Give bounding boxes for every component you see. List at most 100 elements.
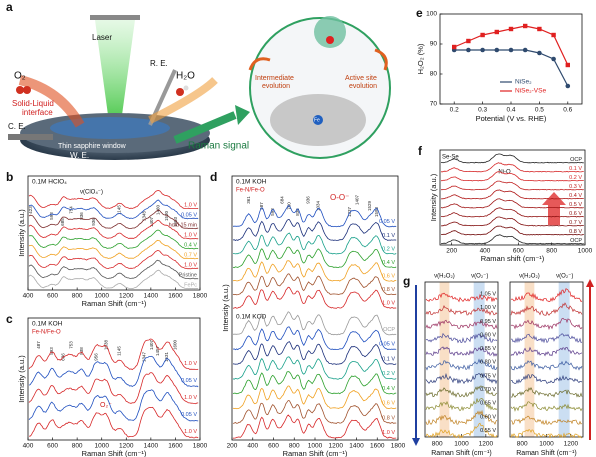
- trace-label: 0.2 V: [569, 175, 582, 181]
- spectrum: [28, 355, 199, 388]
- spectrum: [28, 229, 199, 250]
- y-axis-label: H₂O₂ (%): [416, 43, 425, 74]
- peak-label: 1347: [142, 351, 147, 362]
- panel-label: g: [403, 274, 410, 288]
- x-tick-label: 1000: [308, 443, 323, 450]
- trace-label: 1.0 V: [184, 361, 197, 367]
- peak-label: 836: [79, 212, 84, 220]
- annotation: ν(ClO₄⁻): [80, 190, 103, 196]
- trace-label: 0.6 V: [382, 274, 395, 280]
- x-tick-label: 1600: [168, 443, 183, 450]
- spectrum: [28, 269, 199, 290]
- x-tick-label: 1000: [454, 441, 469, 448]
- spectrum: [425, 319, 498, 330]
- x-tick-label: 1600: [168, 293, 183, 300]
- spectrum: [440, 207, 584, 218]
- y-tick-label: 70: [430, 101, 438, 108]
- marker: [522, 47, 528, 53]
- trace-label: 0.90 V: [480, 332, 496, 338]
- trace-label: 1.00 V: [480, 305, 496, 311]
- x-tick-label: 1800: [193, 293, 208, 300]
- spectrum: [425, 385, 498, 398]
- trace-label: FePc: [184, 282, 197, 288]
- spectrum: [28, 250, 199, 270]
- x-axis-label: Raman Shift (cm⁻¹): [82, 449, 147, 457]
- trace-label: 0.80 V: [480, 360, 496, 366]
- x-tick-label: 800: [546, 248, 557, 255]
- x-tick-label: 800: [517, 441, 528, 448]
- peak-label: 1034: [316, 200, 321, 211]
- trace-label: 0.8 V: [569, 229, 582, 235]
- peak-label: 956: [93, 353, 98, 361]
- trace-label: 0.70 V: [480, 387, 496, 393]
- spectrum: [510, 302, 583, 316]
- trace-label: 0.55 V: [480, 428, 496, 434]
- spectrum: [232, 356, 397, 380]
- spectrum: [28, 219, 199, 240]
- peak-label: 361: [246, 196, 251, 204]
- trace-label: 0.05 V: [181, 212, 197, 218]
- plot-frame: [27, 317, 201, 441]
- x-axis-label: Potential (V vs. RHE): [476, 114, 547, 123]
- spectrum: [232, 219, 397, 241]
- trace-label: 0.6 V: [382, 401, 395, 407]
- x-tick-label: 600: [268, 443, 279, 450]
- trace-label: Pristine: [179, 272, 197, 278]
- schematic: [8, 15, 391, 160]
- peak-label: 1407: [149, 339, 154, 350]
- peak-label: 1407: [354, 194, 359, 205]
- peak-label: 1530: [164, 210, 169, 221]
- trace-label: 0.2 V: [382, 371, 395, 377]
- plot-frame: [27, 175, 201, 291]
- trace-label: 1.0 V: [184, 202, 197, 208]
- y-tick-label: 80: [430, 71, 438, 78]
- spectrum: [232, 273, 397, 296]
- x-tick-label: 1200: [119, 293, 134, 300]
- peak-label: 836: [295, 208, 300, 216]
- trace-label: 0.6 V: [569, 211, 582, 217]
- marker: [537, 50, 542, 56]
- trace-label: 0.4 V: [382, 260, 395, 266]
- band: [524, 282, 535, 437]
- peak-label: 487: [36, 341, 41, 349]
- peak-label: 1038: [104, 339, 109, 350]
- marker: [452, 44, 457, 50]
- trace-label: 0.7 V: [184, 252, 197, 258]
- peak-label: 593: [49, 347, 54, 355]
- trace-label: 0.05 V: [379, 219, 395, 225]
- peak-label: 1460: [155, 204, 160, 215]
- trace-label: 1.0 V: [382, 430, 395, 436]
- x-axis-label: Raman Shift (cm⁻¹): [431, 450, 491, 457]
- peak-label: 1598: [374, 206, 379, 217]
- spectrum: [28, 259, 199, 280]
- peak-label: 423: [28, 206, 33, 214]
- spectrum: [510, 415, 583, 425]
- trace-label: 0.7 V: [569, 220, 582, 226]
- x-tick-label: 400: [247, 443, 258, 450]
- trace-label: 0.95 V: [480, 319, 496, 325]
- x-tick-label: 1200: [564, 441, 579, 448]
- spectrum: [510, 346, 583, 357]
- spectrum: [425, 409, 498, 425]
- peak-label: 593: [270, 208, 275, 216]
- marker: [494, 29, 499, 35]
- peak-label: 936: [306, 196, 311, 204]
- active-label: evolution: [349, 83, 377, 90]
- trace-label: OCP: [570, 157, 582, 163]
- active-label: Active site: [345, 75, 377, 82]
- marker: [508, 26, 514, 32]
- marker: [508, 47, 514, 53]
- panel-label: d: [210, 170, 217, 184]
- spectrum: [425, 372, 498, 385]
- peak-label: 593: [49, 212, 54, 220]
- peak-label: 1407: [149, 216, 154, 227]
- x-tick-label: 1400: [144, 443, 159, 450]
- x-tick-label: 1200: [329, 443, 344, 450]
- x-tick-label: 600: [47, 443, 58, 450]
- trace-label: 0.4 V: [569, 193, 582, 199]
- spectrum: [232, 246, 397, 269]
- peak-label: 1345: [141, 210, 146, 221]
- window-label: Thin sapphire window: [58, 143, 127, 150]
- peak-label: 1145: [117, 346, 122, 356]
- peak-label: 1531: [164, 351, 169, 362]
